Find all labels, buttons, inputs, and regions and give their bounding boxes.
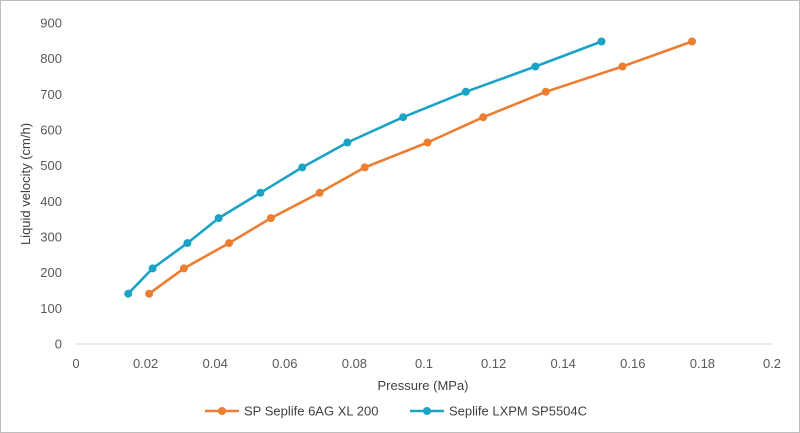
x-tick-label: 0.08 [342,356,367,371]
y-axis-title: Liquid velocity (cm/h) [18,123,33,245]
data-point [531,62,540,71]
y-tick-label: 0 [55,337,62,352]
y-tick-label: 600 [40,123,62,138]
data-point [179,264,188,273]
data-point [343,138,352,147]
x-tick-label: 0.12 [481,356,506,371]
x-tick-label: 0.06 [272,356,297,371]
data-point [266,214,275,223]
data-point [479,113,488,122]
y-tick-label: 200 [40,265,62,280]
series-2 [124,37,606,298]
y-tick-label: 700 [40,87,62,102]
data-point [214,214,223,223]
series-1 [145,37,696,298]
legend-marker-series-2 [423,407,431,415]
data-point [423,138,432,147]
x-tick-label: 0.16 [620,356,645,371]
y-tick-label: 900 [40,16,62,31]
y-tick-label: 400 [40,194,62,209]
data-point [148,264,157,273]
series-layer [124,37,696,298]
data-point [183,239,192,248]
data-point [618,62,627,71]
y-tick-label: 800 [40,51,62,66]
x-tick-label: 0.1 [415,356,433,371]
x-axis-title: Pressure (MPa) [377,378,468,393]
x-tick-label: 0 [72,356,79,371]
data-point [145,289,154,298]
y-tick-label: 300 [40,230,62,245]
y-tick-label: 500 [40,158,62,173]
series-line [147,40,694,296]
data-point [360,163,369,172]
x-tick-labels: 0 0.02 0.04 0.06 0.08 0.1 0.12 0.14 0.16 0.18 0.2 [72,356,781,371]
data-point [399,113,408,122]
data-point [298,163,307,172]
x-tick-label: 0.14 [551,356,576,371]
legend-label-series-2: Seplife LXPM SP5504C [449,404,587,419]
x-tick-label: 0.02 [133,356,158,371]
y-tick-label: 100 [40,301,62,316]
legend-item-seplife-lxpm-sp5504c: Seplife LXPM SP5504C [410,404,587,419]
data-point [688,37,696,46]
y-tick-labels: 0 100 200 300 400 500 600 700 800 900 [40,16,62,352]
x-tick-label: 0.2 [763,356,781,371]
legend: SP Seplife 6AG XL 200 Seplife LXPM SP550… [205,404,587,419]
data-point [256,188,265,197]
legend-label-series-1: SP Seplife 6AG XL 200 [244,404,378,419]
data-point [315,188,324,197]
x-tick-label: 0.18 [690,356,715,371]
data-point [124,289,133,298]
data-point [541,87,550,96]
legend-marker-series-1 [218,407,226,415]
x-tick-label: 0.04 [203,356,228,371]
legend-item-sp-seplife-6ag-xl-200: SP Seplife 6AG XL 200 [205,404,378,419]
data-point [225,239,234,248]
data-point [597,37,606,46]
data-point [461,87,470,96]
